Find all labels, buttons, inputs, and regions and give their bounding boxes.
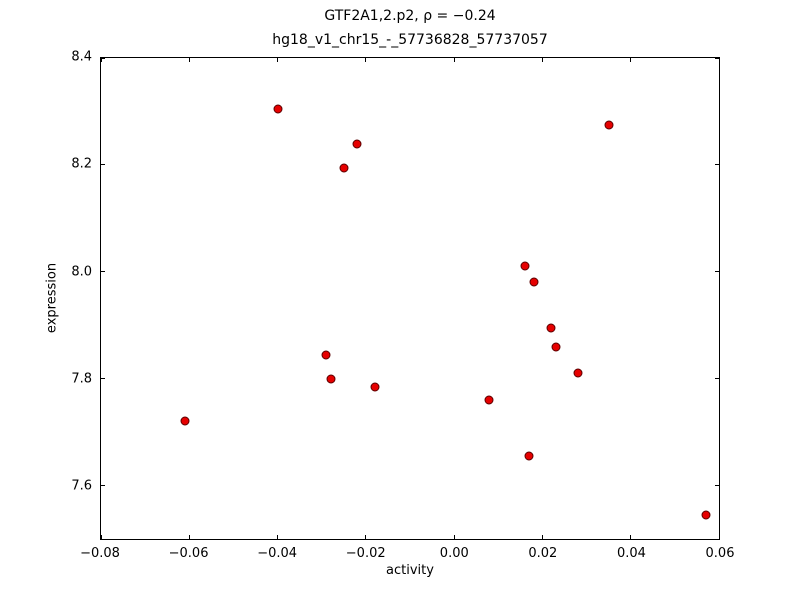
x-tick-mark	[718, 58, 720, 62]
data-point	[573, 368, 583, 378]
y-tick-label: 7.8	[71, 371, 92, 387]
x-tick-label: 0.02	[528, 546, 558, 561]
x-tick-label: 0.06	[705, 546, 735, 561]
x-tick-label: −0.04	[257, 546, 298, 561]
x-tick-mark	[630, 58, 632, 62]
x-tick-label: −0.06	[168, 546, 209, 561]
y-tick-mark	[101, 271, 105, 273]
x-tick-mark	[541, 535, 543, 539]
x-tick-mark	[541, 58, 543, 62]
y-tick-mark	[101, 57, 105, 59]
x-tick-mark	[277, 535, 279, 539]
x-tick-label: 0.04	[616, 546, 646, 561]
data-point	[701, 510, 711, 520]
x-tick-mark	[188, 58, 190, 62]
data-point	[339, 163, 349, 173]
y-tick-mark	[101, 485, 105, 487]
x-tick-mark	[188, 535, 190, 539]
y-tick-mark	[715, 164, 719, 166]
data-point	[546, 323, 556, 333]
x-tick-mark	[718, 535, 720, 539]
data-point	[529, 277, 539, 287]
chart-subtitle: hg18_v1_chr15_-_57736828_57737057	[272, 32, 548, 48]
data-point	[370, 382, 380, 392]
y-tick-mark	[101, 164, 105, 166]
y-tick-mark	[715, 271, 719, 273]
data-point	[273, 104, 283, 114]
x-tick-mark	[365, 58, 367, 62]
y-tick-label: 8.0	[71, 264, 92, 280]
y-tick-label: 8.2	[71, 156, 92, 172]
data-point	[180, 416, 190, 426]
x-tick-mark	[277, 58, 279, 62]
x-tick-label: −0.02	[345, 546, 386, 561]
y-tick-mark	[715, 485, 719, 487]
data-point	[484, 395, 494, 405]
data-point	[326, 374, 336, 384]
data-point	[551, 342, 561, 352]
data-point	[604, 120, 614, 130]
x-tick-mark	[453, 535, 455, 539]
y-tick-label: 8.4	[71, 49, 92, 65]
data-point	[352, 139, 362, 148]
x-tick-mark	[100, 58, 102, 62]
data-point	[321, 350, 331, 360]
y-tick-label: 7.6	[71, 478, 92, 494]
x-tick-mark	[365, 535, 367, 539]
data-point	[524, 451, 534, 461]
chart-title: GTF2A1,2.p2, ρ = −0.24	[324, 8, 496, 24]
x-tick-mark	[630, 535, 632, 539]
x-axis-label: activity	[386, 563, 434, 578]
y-tick-mark	[101, 378, 105, 380]
y-tick-mark	[715, 378, 719, 380]
x-tick-label: 0.00	[439, 546, 469, 561]
y-axis-label: expression	[44, 262, 60, 334]
x-tick-label: −0.08	[80, 546, 120, 561]
y-tick-mark	[715, 57, 719, 59]
x-tick-mark	[453, 58, 455, 62]
data-point	[520, 261, 530, 271]
plot-area	[100, 57, 720, 540]
x-tick-mark	[100, 535, 102, 539]
